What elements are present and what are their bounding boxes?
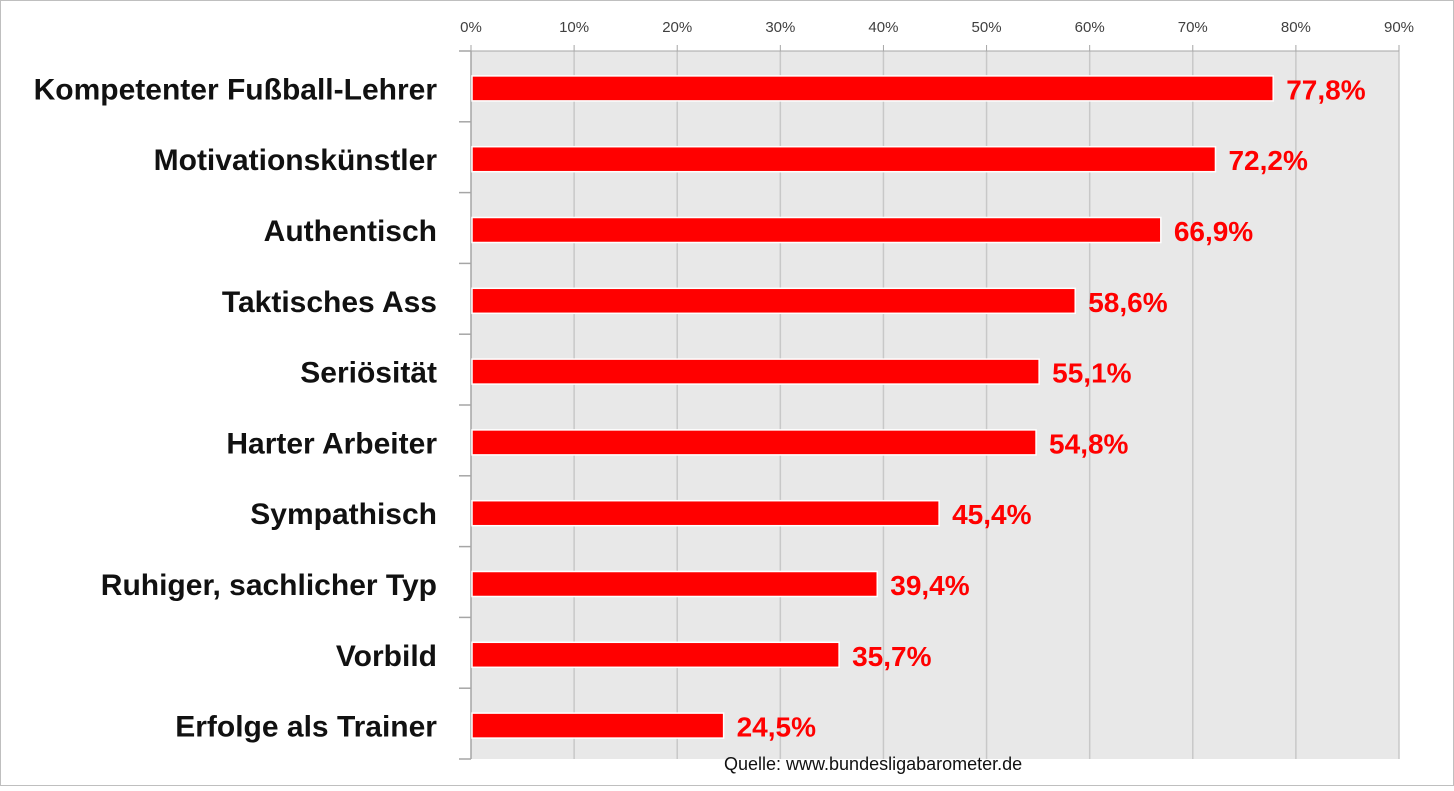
x-tick-label: 40% — [868, 19, 898, 36]
value-label: 35,7% — [852, 641, 931, 672]
x-tick-label: 0% — [460, 19, 482, 36]
value-label: 24,5% — [737, 712, 816, 743]
category-label: Erfolge als Trainer — [175, 711, 437, 744]
bar — [471, 641, 840, 669]
x-tick-label: 50% — [972, 19, 1002, 36]
value-label: 39,4% — [890, 570, 969, 601]
category-label: Authentisch — [264, 215, 437, 248]
bar — [471, 712, 725, 739]
category-label: Ruhiger, sachlicher Typ — [101, 569, 437, 602]
bar — [471, 216, 1162, 244]
bar — [471, 287, 1076, 315]
bar — [471, 358, 1040, 385]
category-label: Sympathisch — [250, 498, 437, 531]
category-label: Vorbild — [336, 640, 437, 673]
value-label: 54,8% — [1049, 428, 1128, 459]
value-label: 58,6% — [1088, 287, 1167, 318]
value-label: 55,1% — [1052, 358, 1131, 389]
bar — [471, 499, 940, 527]
category-label: Kompetenter Fußball-Lehrer — [34, 73, 438, 106]
x-tick-label: 20% — [662, 19, 692, 36]
bar — [471, 570, 879, 598]
x-tick-label: 90% — [1384, 19, 1414, 36]
value-label: 66,9% — [1174, 216, 1253, 247]
category-label: Seriösität — [300, 357, 437, 390]
x-tick-label: 30% — [765, 19, 795, 36]
value-label: 72,2% — [1228, 145, 1307, 176]
value-label: 45,4% — [952, 499, 1031, 530]
bar — [471, 75, 1274, 102]
value-label: 77,8% — [1286, 74, 1365, 105]
source-note: Quelle: www.bundesligabarometer.de — [724, 754, 1023, 774]
bar — [471, 429, 1037, 456]
x-tick-label: 80% — [1281, 19, 1311, 36]
x-tick-label: 60% — [1075, 19, 1105, 36]
category-label: Harter Arbeiter — [226, 427, 437, 460]
category-label: Motivationskünstler — [154, 144, 438, 177]
category-label: Taktisches Ass — [222, 286, 437, 319]
x-tick-label: 10% — [559, 19, 589, 36]
bar — [471, 145, 1217, 173]
x-tick-label: 70% — [1178, 19, 1208, 36]
